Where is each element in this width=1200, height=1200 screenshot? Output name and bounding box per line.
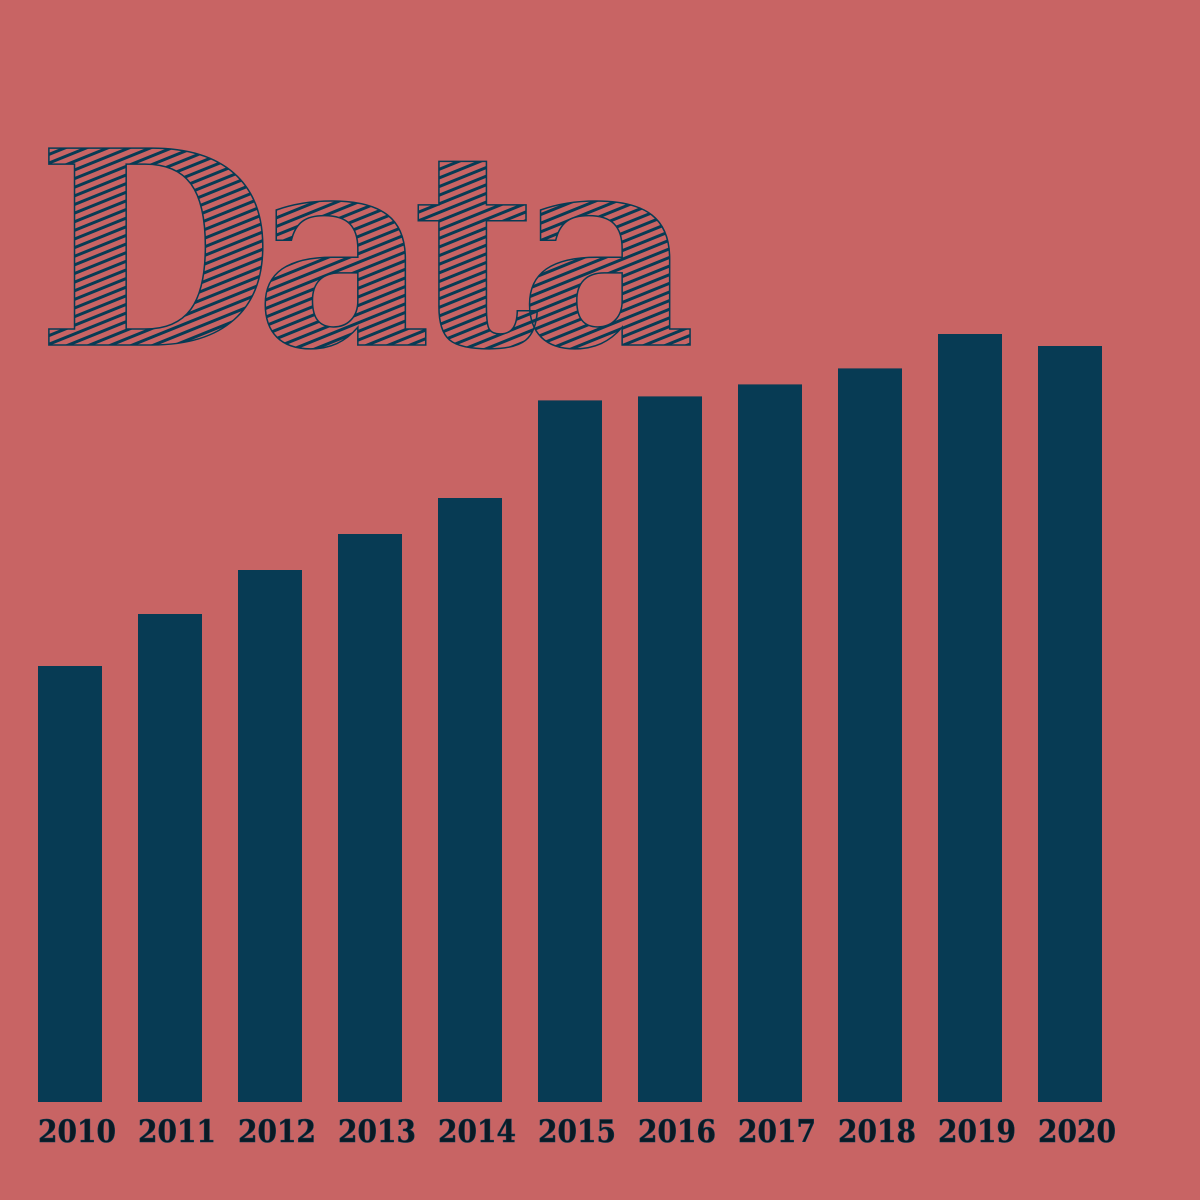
bars-group: [38, 334, 1102, 1102]
x-tick-label-2017: 2017: [738, 1114, 816, 1150]
bar-2019: [938, 334, 1002, 1102]
x-tick-label-2011: 2011: [138, 1114, 216, 1150]
x-tick-label-2010: 2010: [38, 1114, 116, 1150]
x-tick-labels: 2010 2011 2012 2013 2014 2015 2016 2017 2018 2019…: [38, 1114, 1117, 1151]
x-tick-label-2015: 2015: [538, 1114, 616, 1150]
x-tick-label-2019: 2019: [938, 1114, 1016, 1150]
bar-2010: [38, 666, 102, 1102]
x-tick-label-2012: 2012: [238, 1114, 316, 1150]
x-tick-label-2020: 2020: [1038, 1114, 1116, 1150]
x-tick-label-2018: 2018: [838, 1114, 916, 1150]
x-tick-label-2014: 2014: [438, 1114, 516, 1150]
bar-2017: [738, 384, 802, 1102]
bar-2012: [238, 570, 302, 1102]
bar-2013: [338, 534, 402, 1102]
bar-2014: [438, 498, 502, 1102]
chart-title: Data: [36, 91, 690, 409]
x-tick-label-2016: 2016: [638, 1114, 716, 1150]
x-tick-label-2013: 2013: [338, 1114, 416, 1150]
bar-2016: [638, 396, 702, 1102]
bar-2015: [538, 400, 602, 1102]
bar-2018: [838, 368, 902, 1102]
bar-2020: [1038, 346, 1102, 1102]
bar-2011: [138, 614, 202, 1102]
